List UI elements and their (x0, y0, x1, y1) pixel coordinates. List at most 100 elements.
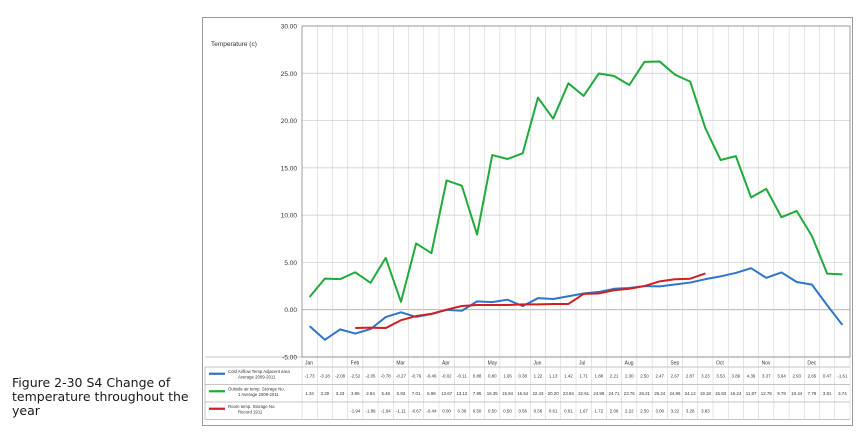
data-cell: -1.94 (350, 408, 361, 413)
y-tick-label: 0.00 (284, 307, 297, 314)
data-cell: 3.00 (655, 408, 664, 413)
data-cell: 3.94 (777, 373, 786, 378)
data-cell: 0.39 (458, 408, 467, 413)
data-cell: 4.39 (747, 373, 756, 378)
data-cell: 2.21 (610, 373, 619, 378)
data-cell: -0.78 (381, 373, 392, 378)
data-cell: -0.44 (426, 408, 437, 413)
data-cell: 3.37 (762, 373, 771, 378)
data-cell: 1.13 (549, 373, 558, 378)
data-cell: 24.98 (593, 391, 605, 396)
chart-frame: 30.00 25.00 20.00 15.00 10.00 5.00 0.00 -5.00 T… (202, 17, 853, 426)
y-tick-label: 30.00 (281, 24, 298, 31)
data-cell: 23.94 (563, 391, 575, 396)
data-cell: 0.83 (397, 391, 406, 396)
data-cell: 7.01 (412, 391, 421, 396)
legend-label-1: Cold Airflow Temp Adjacent area Average 2… (228, 369, 290, 380)
series-line-1 (308, 267, 844, 341)
series-line-2 (308, 60, 843, 303)
data-cell: 3.96 (351, 391, 360, 396)
month-label: Jan (305, 361, 313, 367)
data-cell: 2.22 (625, 408, 634, 413)
data-cell: -0.27 (396, 373, 407, 378)
data-cell: 3.22 (671, 408, 680, 413)
data-cell: 22.61 (578, 391, 590, 396)
data-cell: -0.46 (426, 373, 437, 378)
month-label: Nov (762, 361, 771, 367)
data-cell: 16.35 (487, 391, 499, 396)
month-label: Jul (579, 361, 585, 367)
data-cell: 1.88 (595, 373, 604, 378)
data-cell: 24.12 (685, 391, 697, 396)
data-cell: 1.71 (579, 373, 588, 378)
data-cell: 1.22 (534, 373, 543, 378)
month-label: Mar (396, 361, 405, 367)
temperature-line-chart: 30.00 25.00 20.00 15.00 10.00 5.00 0.00 -5.00 T… (204, 24, 851, 420)
data-cell: 0.80 (488, 373, 497, 378)
y-tick-label: 5.00 (284, 260, 297, 267)
data-cell: 11.87 (746, 391, 757, 396)
data-cell: -2.52 (350, 373, 361, 378)
legend-label-3: Room temp. Storage No. Record 1911 (228, 404, 276, 415)
data-cell: -0.67 (411, 408, 422, 413)
data-cell: -3.18 (320, 373, 331, 378)
data-cell: -0.76 (411, 373, 422, 378)
data-cell: 12.78 (761, 391, 773, 396)
data-cell: 0.61 (549, 408, 558, 413)
data-cell: 0.50 (488, 408, 497, 413)
data-cell: 26.24 (654, 391, 666, 396)
data-cell: 9.78 (777, 391, 786, 396)
data-cell: 1.06 (503, 373, 512, 378)
data-cell: -0.11 (457, 373, 467, 378)
data-cell: -1.73 (305, 373, 316, 378)
data-cell: 0.00 (442, 408, 451, 413)
data-cell: 3.89 (732, 373, 741, 378)
data-cell: 10.44 (791, 391, 803, 396)
data-cell: 2.47 (655, 373, 664, 378)
data-cell: 15.94 (502, 391, 514, 396)
data-cell: -1.94 (381, 408, 392, 413)
data-cell: 19.18 (700, 391, 712, 396)
data-cell: 0.50 (503, 408, 512, 413)
figure-caption: Figure 2-30 S4 Change of temperature thr… (12, 375, 189, 418)
data-cell: 1.34 (305, 391, 314, 396)
y-tick-label: 20.00 (281, 118, 298, 125)
data-cell: 16.54 (517, 391, 529, 396)
data-cell: 3.29 (321, 391, 330, 396)
data-cell: 3.28 (686, 408, 695, 413)
y-tick-label: -5.00 (282, 355, 297, 362)
data-cell: 3.23 (336, 391, 345, 396)
data-cell: 20.20 (548, 391, 560, 396)
y-tick-label: 25.00 (281, 71, 298, 78)
data-cell: 5.48 (381, 391, 390, 396)
data-cell: 3.53 (716, 373, 725, 378)
month-label: Oct (716, 361, 724, 367)
data-cell: 16.24 (730, 391, 742, 396)
data-cell: 2.93 (792, 373, 801, 378)
y-tick-label: 15.00 (281, 165, 298, 172)
series-line-3 (355, 272, 706, 330)
data-cell: -1.89 (365, 408, 376, 413)
data-cell: 3.74 (838, 391, 847, 396)
data-cell: 2.65 (808, 373, 817, 378)
month-label: Jun (533, 361, 541, 367)
data-cell: -1.61 (837, 373, 848, 378)
data-cell: 2.67 (671, 373, 680, 378)
month-label: Aug (625, 361, 634, 367)
month-label: May (488, 361, 498, 367)
month-label: Feb (351, 361, 360, 367)
data-cell: 24.71 (609, 391, 621, 396)
data-cell: 13.12 (456, 391, 468, 396)
month-label: Dec (807, 361, 816, 367)
data-cell: 13.67 (441, 391, 453, 396)
data-cell: 0.38 (518, 373, 527, 378)
data-cell: 23.76 (624, 391, 636, 396)
data-cell: 0.56 (518, 408, 527, 413)
data-cell: 3.81 (823, 391, 832, 396)
y-axis-label: Temperature (c) (211, 41, 257, 48)
data-cell: 2.06 (610, 408, 619, 413)
data-cell: 24.86 (669, 391, 681, 396)
data-cell: 0.61 (564, 408, 573, 413)
data-cell: 2.50 (640, 373, 649, 378)
data-cell: 2.50 (640, 408, 649, 413)
